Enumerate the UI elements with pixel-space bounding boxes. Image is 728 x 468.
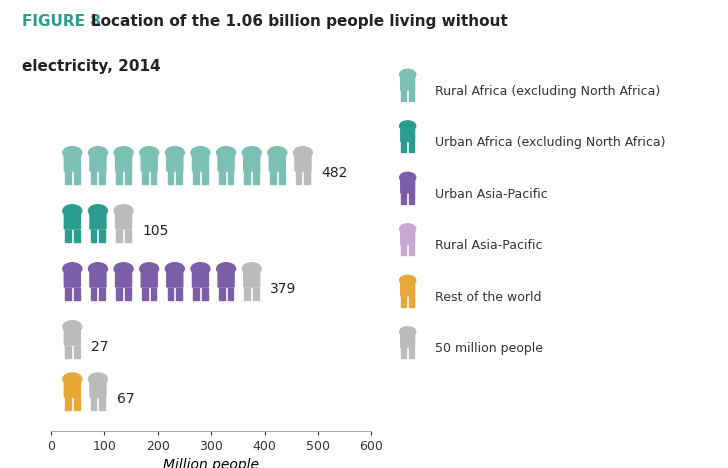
Text: FIGURE 8: FIGURE 8 (22, 14, 100, 29)
Text: 482: 482 (322, 166, 348, 180)
Text: 27: 27 (91, 340, 108, 354)
Text: 67: 67 (116, 392, 134, 406)
Text: electricity, 2014: electricity, 2014 (22, 58, 160, 73)
Text: Rural Asia-Pacific: Rural Asia-Pacific (435, 239, 543, 252)
Text: Urban Africa (excluding North Africa): Urban Africa (excluding North Africa) (435, 136, 666, 149)
Text: Rest of the world: Rest of the world (435, 291, 542, 304)
X-axis label: Million people: Million people (163, 458, 259, 468)
Text: Urban Asia-Pacific: Urban Asia-Pacific (435, 188, 548, 201)
Text: Location of the 1.06 billion people living without: Location of the 1.06 billion people livi… (91, 14, 507, 29)
Text: Rural Africa (excluding North Africa): Rural Africa (excluding North Africa) (435, 85, 660, 98)
Text: 379: 379 (270, 282, 297, 296)
Text: 50 million people: 50 million people (435, 342, 543, 355)
Text: 105: 105 (142, 224, 169, 238)
